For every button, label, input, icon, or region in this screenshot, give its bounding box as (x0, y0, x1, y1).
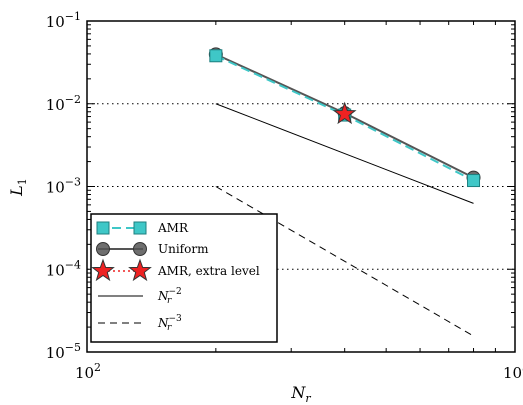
legend-label: N−2 r (157, 287, 182, 306)
legend-label: Uniform (158, 242, 209, 256)
uniform-circle-marker (96, 242, 110, 256)
legend-box (90, 213, 278, 343)
y-tick-label: 10−5 (46, 341, 81, 362)
amr-extra-star-marker (91, 258, 115, 282)
legend-item: Uniform (96, 242, 209, 256)
series-2 (332, 101, 357, 125)
y-tick-label: 10−4 (46, 258, 81, 279)
legend-item: N−3 r (98, 314, 182, 333)
series-line (215, 103, 474, 204)
y-tick-label: 10−2 (46, 93, 81, 114)
amr-square-marker (467, 174, 481, 188)
y-axis-label: L1 (7, 178, 29, 197)
legend-item: N−2 r (98, 287, 182, 306)
legend-label: AMR, extra level (157, 264, 260, 278)
amr-square-marker (96, 221, 110, 235)
series-3 (215, 103, 474, 204)
amr-square-marker (209, 49, 223, 63)
legend-item: AMR (96, 221, 189, 235)
series-line (215, 186, 474, 337)
data-series (208, 47, 481, 337)
y-tick-label: 10−3 (46, 176, 81, 197)
x-axis-label: Nr (290, 383, 311, 405)
uniform-circle-marker (133, 242, 147, 256)
axis-ticks (86, 20, 516, 353)
legend: AMR Uniform AMR, extra level N−2 r N−3 r (90, 213, 278, 343)
x-tick-label: 102 (75, 361, 101, 382)
amr-extra-star-marker (128, 258, 152, 282)
legend-label: N−3 r (157, 314, 182, 333)
legend-label: AMR (157, 221, 189, 235)
x-tick-label: 103 (503, 361, 523, 382)
series-4 (215, 186, 474, 337)
amr-extra-star-marker (332, 101, 357, 125)
legend-item: AMR, extra level (91, 258, 260, 282)
tick-labels: 102 103 10−1 10−2 10−3 10−4 10−5 (46, 10, 523, 382)
amr-square-marker (133, 221, 147, 235)
y-tick-label: 10−1 (46, 10, 81, 31)
